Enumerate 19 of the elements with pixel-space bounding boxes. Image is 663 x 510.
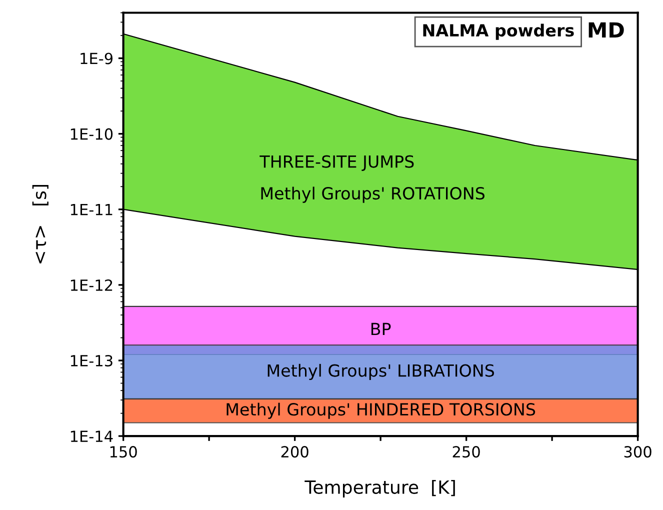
x-tick-label: 300 bbox=[624, 446, 652, 458]
annotation: MD bbox=[588, 22, 624, 38]
x-tick-label: 200 bbox=[281, 446, 308, 458]
y-tick-label: 1E-11 bbox=[70, 204, 112, 216]
annotation: NALMA powders bbox=[423, 24, 574, 40]
y-axis-title: <τ> [s] bbox=[32, 185, 48, 264]
y-tick-label: 1E-13 bbox=[70, 354, 112, 367]
x-tick-label: 250 bbox=[452, 446, 480, 458]
band-label: Methyl Groups' HINDERED TORSIONS bbox=[226, 402, 536, 419]
band-label: Methyl Groups' LIBRATIONS bbox=[268, 364, 494, 380]
y-tick-label: 1E-10 bbox=[70, 128, 113, 140]
annotation: THREE-SITE JUMPS bbox=[260, 155, 414, 171]
y-tick-label: 1E-12 bbox=[70, 279, 112, 291]
band-label: BP bbox=[371, 322, 391, 336]
y-tick-label: 1E-14 bbox=[70, 430, 113, 442]
x-tick-label: 150 bbox=[110, 446, 137, 458]
x-axis-title: Temperature [K] bbox=[304, 480, 455, 498]
annotation: Methyl Groups' ROTATIONS bbox=[261, 186, 485, 203]
y-tick-label: 1E-9 bbox=[80, 52, 113, 64]
